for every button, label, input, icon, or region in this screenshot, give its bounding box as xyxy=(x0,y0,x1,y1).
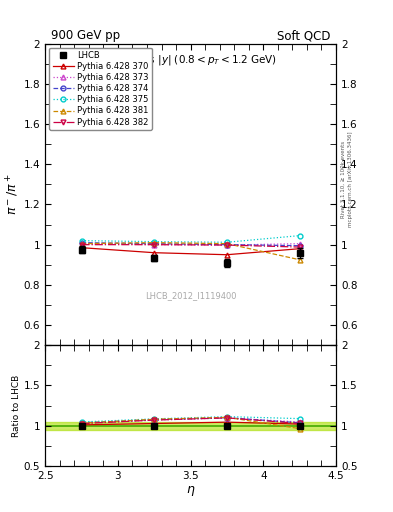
Y-axis label: Ratio to LHCB: Ratio to LHCB xyxy=(12,374,21,437)
Pythia 6.428 375 xyxy=(297,232,302,239)
Pythia 6.428 375 xyxy=(152,239,156,245)
Pythia 6.428 374 xyxy=(79,240,84,246)
Text: mcplots.cern.ch [arXiv:1306.3436]: mcplots.cern.ch [arXiv:1306.3436] xyxy=(348,132,353,227)
Text: $\pi^-/\pi^+$ vs $|y|$ $(0.8 < p_T < 1.2$ GeV$)$: $\pi^-/\pi^+$ vs $|y|$ $(0.8 < p_T < 1.2… xyxy=(104,53,277,68)
Bar xyxy=(45,422,336,430)
Line: Pythia 6.428 370: Pythia 6.428 370 xyxy=(79,245,302,257)
Pythia 6.428 381 xyxy=(152,240,156,246)
X-axis label: $\eta$: $\eta$ xyxy=(186,483,195,498)
Text: Rivet 3.1.10, ≥ 100k events: Rivet 3.1.10, ≥ 100k events xyxy=(341,141,346,218)
Pythia 6.428 375 xyxy=(79,238,84,244)
Pythia 6.428 370 xyxy=(152,250,156,256)
Pythia 6.428 374 xyxy=(225,242,230,248)
Pythia 6.428 382 xyxy=(152,242,156,248)
Pythia 6.428 381 xyxy=(297,257,302,263)
Pythia 6.428 375 xyxy=(225,239,230,245)
Pythia 6.428 374 xyxy=(297,243,302,249)
Line: Pythia 6.428 374: Pythia 6.428 374 xyxy=(79,240,302,248)
Pythia 6.428 382 xyxy=(225,242,230,248)
Pythia 6.428 382 xyxy=(297,244,302,250)
Pythia 6.428 381 xyxy=(79,241,84,247)
Text: 900 GeV pp: 900 GeV pp xyxy=(51,29,120,42)
Text: Soft QCD: Soft QCD xyxy=(277,29,330,42)
Text: LHCB_2012_I1119400: LHCB_2012_I1119400 xyxy=(145,291,236,300)
Pythia 6.428 373 xyxy=(225,242,230,248)
Line: Pythia 6.428 381: Pythia 6.428 381 xyxy=(79,240,302,262)
Legend: LHCB, Pythia 6.428 370, Pythia 6.428 373, Pythia 6.428 374, Pythia 6.428 375, Py: LHCB, Pythia 6.428 370, Pythia 6.428 373… xyxy=(50,48,152,130)
Pythia 6.428 373 xyxy=(152,242,156,248)
Line: Pythia 6.428 373: Pythia 6.428 373 xyxy=(79,241,302,247)
Pythia 6.428 370 xyxy=(297,246,302,252)
Pythia 6.428 382 xyxy=(79,242,84,248)
Pythia 6.428 381 xyxy=(225,241,230,247)
Line: Pythia 6.428 375: Pythia 6.428 375 xyxy=(79,233,302,245)
Y-axis label: $\pi^-/\pi^+$: $\pi^-/\pi^+$ xyxy=(5,174,21,215)
Pythia 6.428 373 xyxy=(79,241,84,247)
Pythia 6.428 374 xyxy=(152,241,156,247)
Line: Pythia 6.428 382: Pythia 6.428 382 xyxy=(79,242,302,249)
Pythia 6.428 370 xyxy=(79,245,84,251)
Pythia 6.428 370 xyxy=(225,252,230,258)
Pythia 6.428 373 xyxy=(297,241,302,247)
